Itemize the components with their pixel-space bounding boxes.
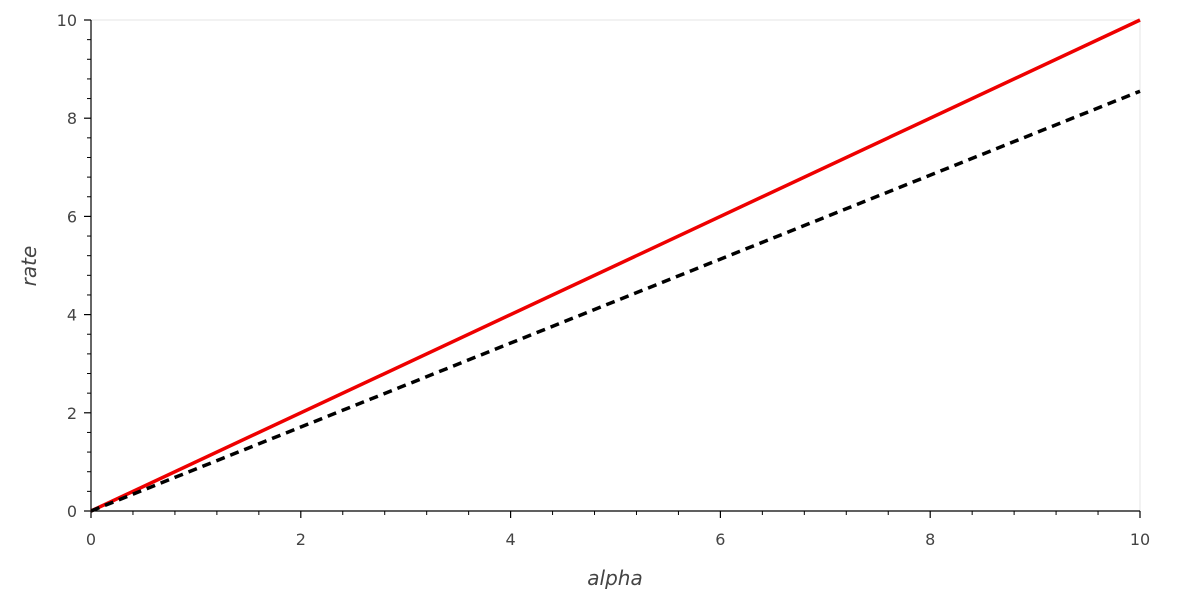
y-axis-label: rate: [17, 246, 41, 287]
x-tick-label: 6: [715, 530, 725, 549]
x-tick-label: 8: [925, 530, 935, 549]
y-tick-label: 4: [67, 306, 77, 325]
x-axis-label: alpha: [587, 566, 642, 590]
x-tick-label: 2: [296, 530, 306, 549]
y-tick-label: 10: [57, 11, 77, 30]
x-tick-label: 10: [1130, 530, 1150, 549]
y-tick-label: 6: [67, 207, 77, 226]
y-tick-label: 2: [67, 404, 77, 423]
x-tick-label: 0: [86, 530, 96, 549]
x-tick-label: 4: [506, 530, 516, 549]
series-line: [90, 89, 1141, 513]
y-tick-label: 0: [67, 502, 77, 521]
y-tick-label: 8: [67, 109, 77, 128]
series-line: [90, 18, 1141, 513]
